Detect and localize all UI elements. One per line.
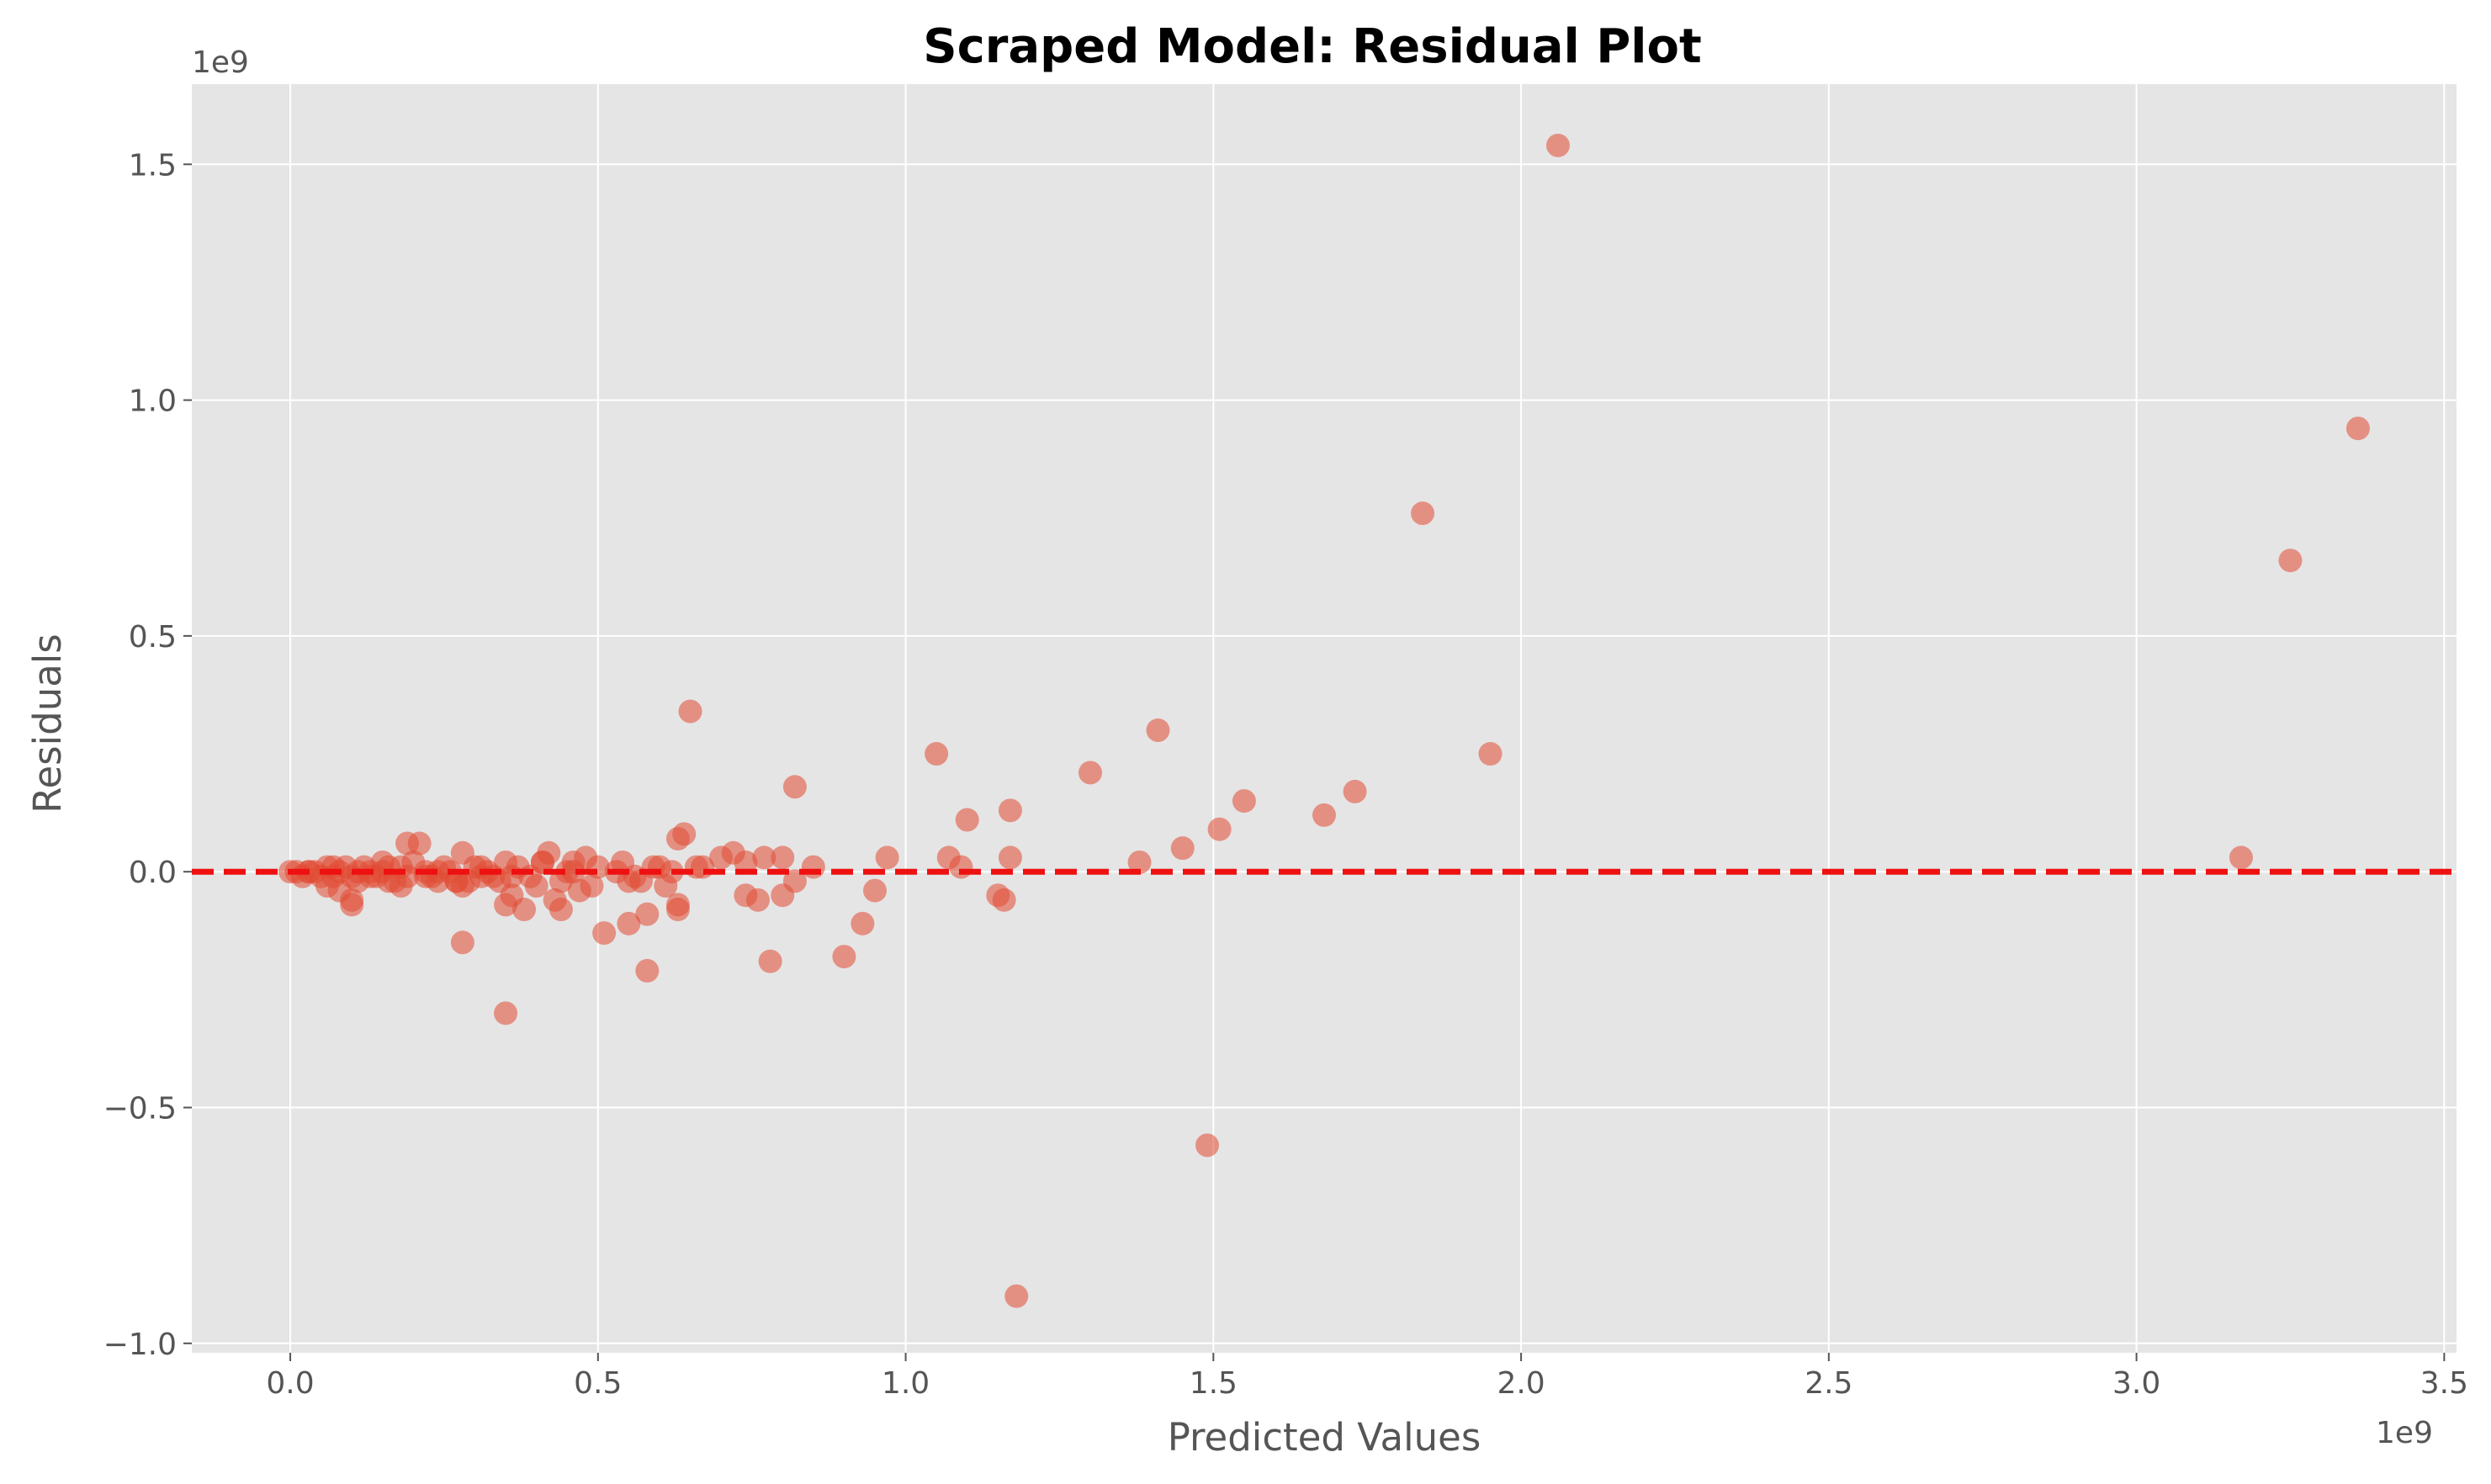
x-tick-label: 0.0 — [266, 1366, 314, 1401]
data-point — [370, 850, 395, 874]
data-point — [426, 860, 450, 884]
y-tick-label: −0.5 — [103, 1091, 177, 1126]
data-point — [832, 945, 856, 969]
data-point — [801, 855, 825, 879]
data-point — [734, 850, 758, 874]
data-point — [1545, 133, 1570, 157]
data-point — [771, 845, 795, 870]
x-axis-ticks: 0.0 0.5 1.0 1.5 2.0 2.5 3.0 3.5 — [266, 1353, 2468, 1401]
data-point — [561, 860, 586, 884]
data-point — [617, 911, 641, 935]
data-point — [665, 898, 690, 922]
data-point — [851, 911, 875, 935]
x-tick-label: 0.5 — [574, 1366, 622, 1401]
data-point — [2345, 416, 2370, 441]
data-point — [395, 831, 420, 856]
data-point — [635, 902, 660, 926]
data-point — [771, 883, 795, 908]
data-point — [875, 845, 899, 870]
data-point — [992, 888, 1016, 912]
x-tick-label: 1.0 — [882, 1366, 930, 1401]
data-point — [1079, 761, 1103, 785]
data-point — [592, 921, 617, 946]
data-point — [925, 742, 949, 766]
data-point — [580, 874, 604, 898]
data-point — [955, 808, 979, 832]
data-point — [1207, 817, 1232, 841]
x-tick-label: 2.0 — [1497, 1366, 1545, 1401]
y-axis-label: Residuals — [25, 633, 70, 814]
data-point — [1195, 1133, 1220, 1158]
x-axis-offset-label: 1e9 — [2376, 1416, 2433, 1450]
data-point — [752, 845, 776, 870]
data-point — [635, 958, 660, 983]
data-point — [494, 1001, 518, 1026]
data-point — [450, 930, 474, 955]
data-point — [346, 869, 370, 893]
data-point — [494, 893, 518, 917]
data-point — [949, 855, 973, 879]
data-point — [1232, 789, 1256, 814]
data-point — [1127, 850, 1152, 874]
data-point — [758, 949, 782, 973]
data-point — [469, 855, 493, 879]
y-tick-label: 0.5 — [129, 620, 177, 655]
data-point — [512, 898, 537, 922]
y-tick-label: 0.0 — [129, 856, 177, 890]
y-axis-offset-label: 1e9 — [192, 45, 249, 80]
x-tick-label: 1.5 — [1190, 1366, 1238, 1401]
data-point — [998, 845, 1022, 870]
data-point — [672, 822, 697, 846]
data-point — [782, 775, 807, 799]
data-point — [444, 869, 469, 893]
data-point — [2278, 549, 2303, 573]
data-point — [709, 845, 734, 870]
data-point — [1170, 836, 1195, 861]
data-point — [1004, 1284, 1029, 1308]
data-point — [691, 855, 715, 879]
y-tick-label: 1.0 — [129, 384, 177, 419]
x-tick-label: 2.5 — [1805, 1366, 1852, 1401]
data-point — [862, 878, 887, 903]
y-tick-label: −1.0 — [103, 1328, 177, 1362]
data-point — [1146, 718, 1170, 743]
y-axis-ticks: −1.0 −0.5 0.0 0.5 1.0 1.5 — [103, 148, 192, 1362]
x-axis-label: Predicted Values — [1168, 1415, 1481, 1460]
x-tick-label: 3.0 — [2112, 1366, 2160, 1401]
data-point — [1343, 779, 1367, 803]
chart-title: Scraped Model: Residual Plot — [923, 19, 1701, 74]
data-point — [678, 699, 702, 723]
data-point — [530, 850, 554, 874]
data-point — [1411, 501, 1435, 526]
plot-area — [192, 84, 2457, 1353]
data-point — [500, 864, 524, 888]
data-point — [389, 874, 413, 898]
data-point — [2229, 845, 2253, 870]
y-tick-label: 1.5 — [129, 148, 177, 183]
x-tick-label: 3.5 — [2420, 1366, 2468, 1401]
data-point — [746, 888, 770, 912]
data-point — [1312, 803, 1336, 827]
data-point — [321, 855, 346, 879]
data-point — [543, 888, 567, 912]
data-point — [1478, 742, 1503, 766]
data-point — [998, 798, 1022, 823]
